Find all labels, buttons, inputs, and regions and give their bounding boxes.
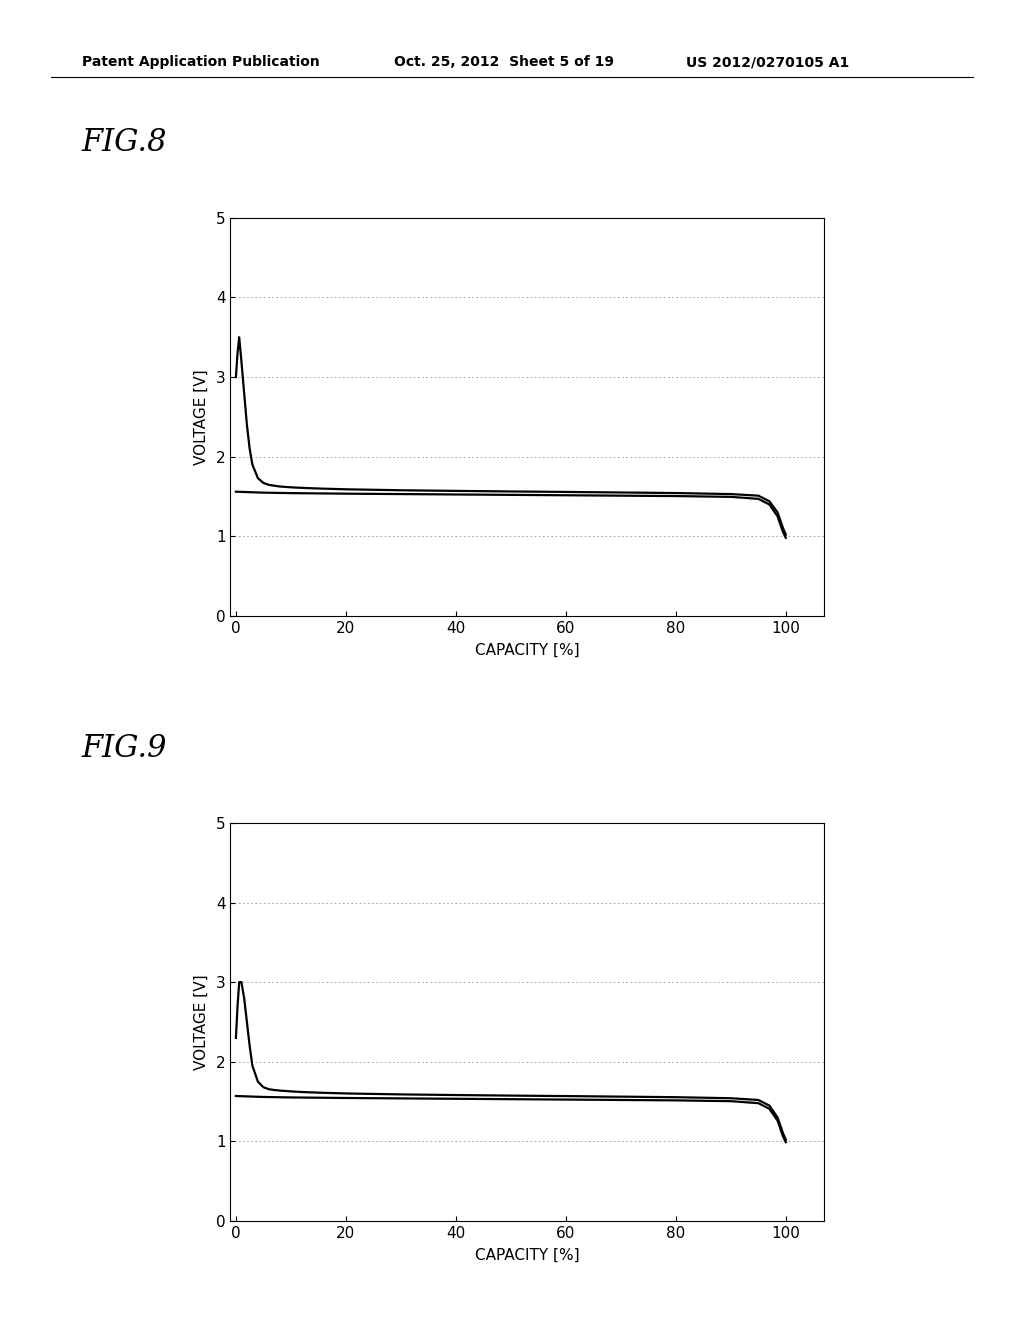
Text: US 2012/0270105 A1: US 2012/0270105 A1 [686, 55, 849, 70]
Y-axis label: VOLTAGE [V]: VOLTAGE [V] [194, 974, 209, 1069]
Text: FIG.8: FIG.8 [82, 128, 167, 158]
Y-axis label: VOLTAGE [V]: VOLTAGE [V] [194, 370, 209, 465]
X-axis label: CAPACITY [%]: CAPACITY [%] [475, 1247, 580, 1263]
X-axis label: CAPACITY [%]: CAPACITY [%] [475, 643, 580, 657]
Text: Patent Application Publication: Patent Application Publication [82, 55, 319, 70]
Text: FIG.9: FIG.9 [82, 733, 167, 763]
Text: Oct. 25, 2012  Sheet 5 of 19: Oct. 25, 2012 Sheet 5 of 19 [394, 55, 614, 70]
